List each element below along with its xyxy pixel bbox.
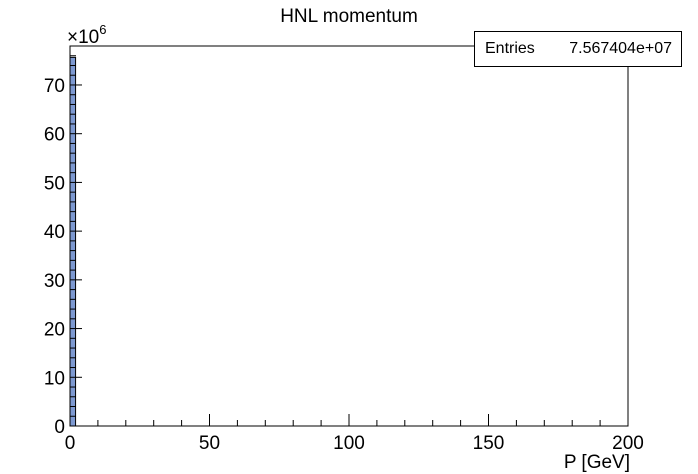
- stats-box: Entries 7.567404e+07: [474, 31, 682, 67]
- stats-entries-value: 7.567404e+07: [569, 40, 672, 57]
- histogram-bar: [69, 56, 77, 427]
- stats-entries-label: Entries: [485, 40, 535, 57]
- x-tick-label: 150: [473, 433, 505, 454]
- plot-frame: [69, 45, 629, 427]
- y-tick-label: 40: [44, 222, 65, 243]
- x-tick-label: 100: [333, 433, 365, 454]
- chart-title: HNL momentum: [280, 6, 418, 27]
- y-tick-label: 60: [44, 125, 65, 146]
- x-tick-label: 50: [199, 433, 220, 454]
- y-multiplier-base: ×10: [67, 27, 99, 48]
- y-multiplier-label: ×106: [67, 22, 106, 48]
- y-tick-label: 70: [44, 76, 65, 97]
- y-tick-label: 10: [44, 368, 65, 389]
- y-tick-label: 50: [44, 173, 65, 194]
- y-tick-label: 0: [54, 417, 65, 438]
- y-tick-label: 30: [44, 271, 65, 292]
- x-tick-label: 200: [612, 433, 644, 454]
- x-tick-label: 0: [65, 433, 76, 454]
- y-tick-label: 20: [44, 320, 65, 341]
- y-multiplier-exponent: 6: [99, 22, 106, 37]
- x-axis-label: P [GeV]: [563, 452, 630, 473]
